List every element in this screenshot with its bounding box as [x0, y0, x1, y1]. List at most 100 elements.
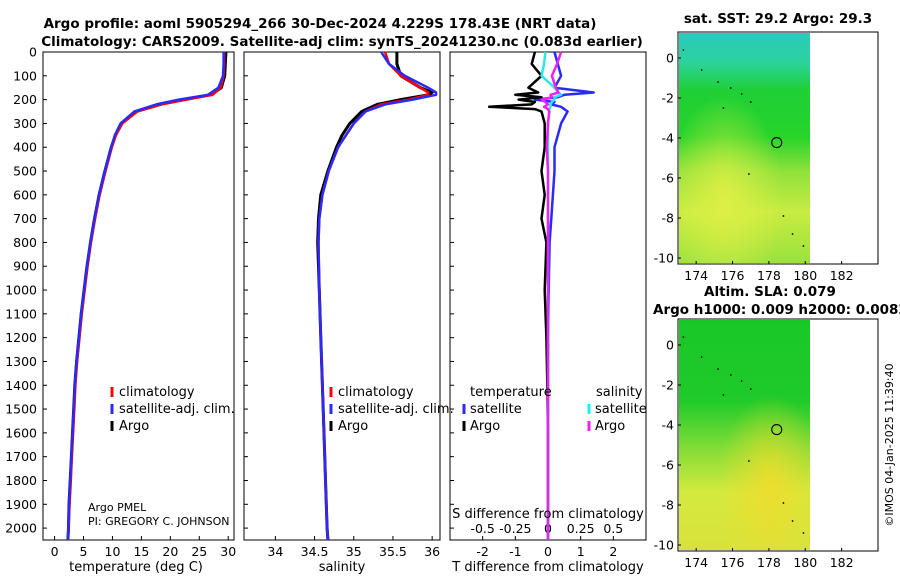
- series-line-climatology: [317, 51, 430, 541]
- temperature-xlabel: temperature (deg C): [69, 560, 203, 575]
- timestamp: ©IMOS 04-Jan-2025 11:39:40: [883, 363, 896, 526]
- legend-label-temp-argo: Argo: [470, 419, 500, 434]
- x-tick-label: 30: [220, 544, 236, 559]
- legend-label-argo: Argo: [338, 419, 368, 434]
- depth-tick-label: 1000: [5, 283, 37, 298]
- island-marker: [740, 93, 743, 95]
- x-tick-label: 176: [721, 268, 745, 283]
- salinity-panel: 34 34.5 35 35.5 36: [267, 51, 440, 559]
- depth-tick-label: 1900: [5, 497, 37, 512]
- x-tick-label: 34: [267, 544, 283, 559]
- depth-tick-label: 500: [13, 164, 37, 179]
- sst-map-layer: 174 176 178 180 182 0 -2 -4 -6 -8 -10: [654, 49, 854, 283]
- credit-line1: Argo PMEL: [88, 501, 147, 514]
- x-tick-label: 5: [80, 544, 88, 559]
- top-x-tick-label: -0.25: [499, 521, 531, 536]
- sla-map-layer: 174 176 178 180 182 0 -2 -4 -6 -8 -10: [654, 336, 854, 570]
- sla-map-title-line2: Argo h1000: 0.009 h2000: 0.0082: [653, 302, 900, 318]
- depth-tick-label: 1200: [5, 330, 37, 345]
- island-marker: [722, 107, 725, 109]
- island-marker: [717, 368, 719, 370]
- island-marker: [729, 374, 732, 376]
- y-tick-label: -4: [662, 418, 675, 433]
- difference-xlabel: T difference from climatology: [451, 560, 644, 575]
- series-line-satellite-adj-clim-: [66, 52, 225, 541]
- x-tick-label: 35.5: [379, 544, 407, 559]
- x-tick-label: -2: [476, 544, 488, 559]
- x-tick-label: 1: [577, 544, 585, 559]
- depth-tick-label: 700: [13, 211, 37, 226]
- legend-header-salinity: salinity: [596, 385, 643, 400]
- top-x-tick-label: 0.25: [567, 521, 595, 536]
- island-marker: [748, 173, 750, 175]
- temperature-panel: 0 5 10 15 20 25 30: [51, 51, 236, 559]
- x-tick-label: 36: [424, 544, 440, 559]
- x-tick-label: 182: [830, 268, 854, 283]
- x-tick-label: 174: [684, 268, 708, 283]
- difference-top-xlabel: S difference from climatology: [452, 507, 644, 522]
- temperature-legend: climatology satellite-adj. clim. Argo: [110, 385, 235, 434]
- figure-title-line1: Argo profile: aoml 5905294_266 30-Dec-20…: [44, 16, 597, 32]
- difference-legend: temperature salinity satellite Argo sate…: [462, 385, 647, 434]
- legend-header-temperature: temperature: [470, 385, 552, 400]
- island-marker: [700, 69, 703, 71]
- island-marker: [802, 245, 805, 247]
- x-tick-label: -1: [509, 544, 521, 559]
- island-marker: [749, 101, 752, 103]
- series-line-argo: [316, 52, 434, 541]
- island-marker: [802, 532, 805, 534]
- top-x-tick-label: 0.5: [603, 521, 623, 536]
- island-marker: [700, 356, 703, 358]
- island-marker: [682, 336, 685, 338]
- x-tick-label: 34.5: [301, 544, 329, 559]
- depth-tick-label: 1400: [5, 378, 37, 393]
- legend-label-climatology: climatology: [338, 385, 414, 400]
- depth-tick-label: 1600: [5, 425, 37, 440]
- figure-title-line2: Climatology: CARS2009. Satellite-adj cli…: [41, 34, 643, 50]
- x-tick-label: 0: [51, 544, 59, 559]
- temperature-panel-frame: [42, 51, 235, 541]
- y-tick-label: 0: [666, 51, 674, 66]
- series-line-temperature-argo: [487, 51, 550, 540]
- x-tick-label: 35: [346, 544, 362, 559]
- island-marker: [729, 87, 732, 89]
- island-marker: [791, 520, 794, 522]
- y-tick-label: -10: [654, 251, 674, 266]
- sla-map-title-line1: Altim. SLA: 0.079: [704, 284, 836, 300]
- depth-tick-label: 400: [13, 140, 37, 155]
- depth-tick-label: 1300: [5, 354, 37, 369]
- difference-panel: -2 -1 0 1 2-0.5 -0.25 0 0.25 0.5: [470, 51, 623, 559]
- depth-tick-label: 1700: [5, 449, 37, 464]
- x-tick-label: 182: [830, 555, 854, 570]
- depth-tick-label: 2000: [5, 521, 37, 536]
- legend-label-sal-satellite: satellite: [595, 402, 647, 417]
- legend-label-satellite: satellite-adj. clim.: [119, 402, 235, 417]
- x-tick-label: 20: [162, 544, 178, 559]
- series-line-argo: [66, 51, 228, 541]
- series-line-climatology: [66, 52, 226, 541]
- island-marker: [791, 233, 794, 235]
- island-marker: [717, 81, 719, 83]
- x-tick-label: 180: [793, 268, 817, 283]
- sla-map: 174 176 178 180 182 0 -2 -4 -6 -8 -10: [654, 318, 879, 570]
- x-tick-label: 178: [757, 268, 781, 283]
- series-line-salinity-argo: [540, 51, 563, 540]
- sla-high-patch: [679, 320, 810, 550]
- x-tick-label: 178: [757, 555, 781, 570]
- sst-map-title: sat. SST: 29.2 Argo: 29.3: [684, 11, 872, 27]
- legend-label-climatology: climatology: [119, 385, 195, 400]
- salinity-panel-frame: [243, 51, 441, 541]
- salinity-legend: climatology satellite-adj. clim. Argo: [329, 385, 454, 434]
- island-marker: [749, 388, 752, 390]
- x-tick-label: 180: [793, 555, 817, 570]
- island-marker: [722, 394, 725, 396]
- x-tick-label: 10: [105, 544, 121, 559]
- depth-tick-label: 1500: [5, 402, 37, 417]
- salinity-xlabel: salinity: [319, 560, 366, 575]
- depth-axis: 0 100 200 300 400 500 600 700 800 900 1000 1100 1200…: [5, 45, 454, 536]
- depth-tick-label: 0: [29, 45, 37, 60]
- island-marker: [782, 502, 785, 504]
- sst-warm-patch: [679, 33, 810, 263]
- legend-label-temp-satellite: satellite: [470, 402, 522, 417]
